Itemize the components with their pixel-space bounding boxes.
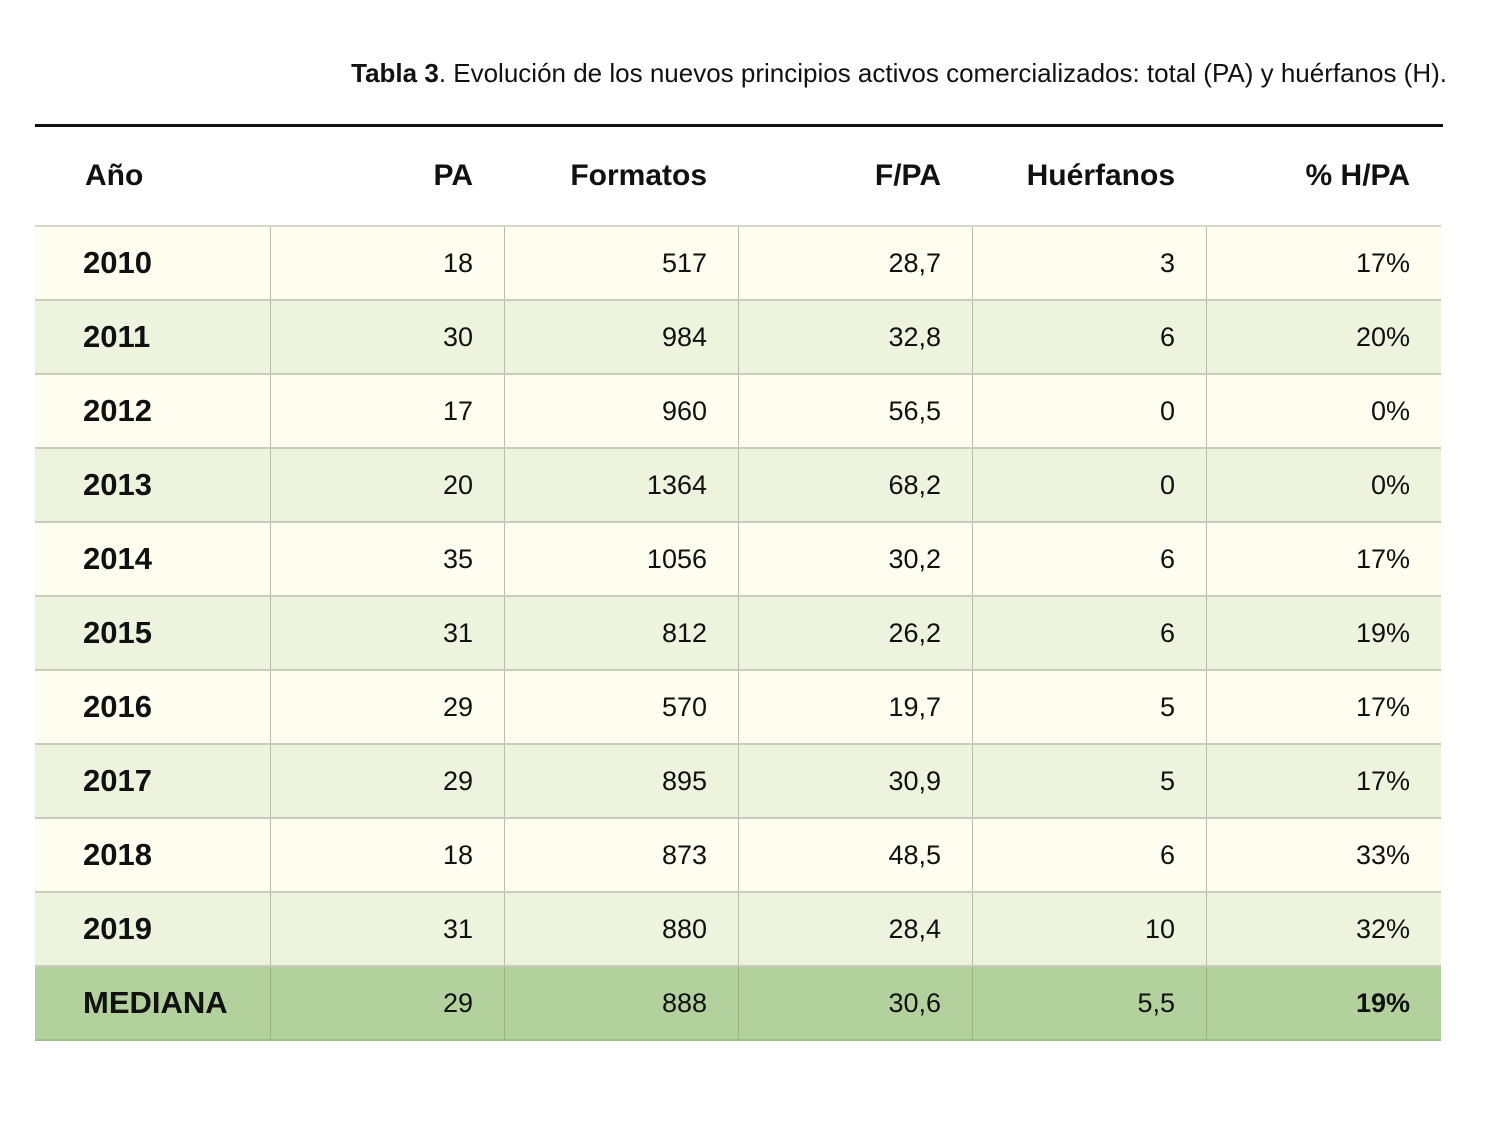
table-cell: 5 [972, 745, 1206, 817]
table-cell: 1056 [504, 523, 738, 595]
table-cell: 5 [972, 671, 1206, 743]
table-cell: 32% [1206, 893, 1441, 965]
table-cell: 56,5 [738, 375, 972, 447]
table-header: Año PA Formatos F/PA Huérfanos % H/PA [35, 127, 1441, 227]
table-row: 2018 18 873 48,5 6 33% [35, 819, 1441, 893]
caption-text: . Evolución de los nuevos principios act… [438, 58, 1447, 88]
table-cell: 0% [1206, 449, 1441, 521]
table-cell: 20 [270, 449, 504, 521]
year-cell: 2018 [83, 837, 152, 872]
table-caption: Tabla 3. Evolución de los nuevos princip… [351, 58, 1447, 89]
median-cell: 19% [1206, 967, 1441, 1039]
table-row: 2013 20 1364 68,2 0 0% [35, 449, 1441, 523]
table-cell: 18 [270, 227, 504, 299]
table-cell: 6 [972, 301, 1206, 373]
table-cell: 20% [1206, 301, 1441, 373]
table-row: 2012 17 960 56,5 0 0% [35, 375, 1441, 449]
table-cell: 1364 [504, 449, 738, 521]
table-cell: 28,7 [738, 227, 972, 299]
table-cell: 17% [1206, 227, 1441, 299]
year-cell: 2010 [83, 245, 152, 280]
table-cell: 812 [504, 597, 738, 669]
table-cell: 29 [270, 671, 504, 743]
table-cell: 31 [270, 597, 504, 669]
column-header: PA [433, 159, 473, 192]
table-cell: 33% [1206, 819, 1441, 891]
table-row: 2010 18 517 28,7 3 17% [35, 227, 1441, 301]
median-cell: 5,5 [972, 967, 1206, 1039]
table-cell: 895 [504, 745, 738, 817]
table-cell: 3 [972, 227, 1206, 299]
column-header: F/PA [874, 159, 941, 192]
table-cell: 0 [972, 449, 1206, 521]
table-cell: 18 [270, 819, 504, 891]
table-cell: 19% [1206, 597, 1441, 669]
table-cell: 960 [504, 375, 738, 447]
table-cell: 28,4 [738, 893, 972, 965]
table-cell: 17% [1206, 745, 1441, 817]
caption-label: Tabla 3 [351, 58, 439, 88]
table-cell: 29 [270, 745, 504, 817]
year-cell: 2014 [83, 541, 152, 576]
column-header: Año [85, 159, 144, 192]
table-cell: 35 [270, 523, 504, 595]
table-cell: 17% [1206, 523, 1441, 595]
table-cell: 6 [972, 523, 1206, 595]
year-cell: 2015 [83, 615, 152, 650]
table-cell: 984 [504, 301, 738, 373]
median-cell: 29 [270, 967, 504, 1039]
table-cell: 0% [1206, 375, 1441, 447]
column-header: Formatos [570, 159, 707, 192]
year-cell: 2017 [83, 763, 152, 798]
table-cell: 17% [1206, 671, 1441, 743]
table-cell: 32,8 [738, 301, 972, 373]
table-cell: 570 [504, 671, 738, 743]
column-header: Huérfanos [1026, 159, 1175, 192]
table-cell: 873 [504, 819, 738, 891]
table-cell: 19,7 [738, 671, 972, 743]
table-cell: 6 [972, 819, 1206, 891]
table-cell: 880 [504, 893, 738, 965]
table-cell: 30,9 [738, 745, 972, 817]
median-cell: 30,6 [738, 967, 972, 1039]
table-cell: 517 [504, 227, 738, 299]
table-cell: 68,2 [738, 449, 972, 521]
table-cell: 31 [270, 893, 504, 965]
table-cell: 0 [972, 375, 1206, 447]
median-label: MEDIANA [83, 985, 228, 1020]
top-rule [35, 124, 1443, 127]
table-cell: 26,2 [738, 597, 972, 669]
table-cell: 17 [270, 375, 504, 447]
table-cell: 48,5 [738, 819, 972, 891]
median-cell: 888 [504, 967, 738, 1039]
table-cell: 30,2 [738, 523, 972, 595]
table-row: 2011 30 984 32,8 6 20% [35, 301, 1441, 375]
data-table: Año PA Formatos F/PA Huérfanos% H/PA 2010 18 5… [35, 127, 1441, 1041]
table-row: 2015 31 812 26,2 6 19% [35, 597, 1441, 671]
table-row: 2014 35 1056 30,2 6 17% [35, 523, 1441, 597]
year-cell: 2012 [83, 393, 152, 428]
table-cell: 10 [972, 893, 1206, 965]
column-header: % H/PA [1305, 159, 1410, 192]
median-row: MEDIANA 29 888 30,6 5,5 19% [35, 967, 1441, 1041]
table-row: 2019 31 880 28,4 10 32% [35, 893, 1441, 967]
table-row: 2016 29 570 19,7 5 17% [35, 671, 1441, 745]
year-cell: 2019 [83, 911, 152, 946]
year-cell: 2013 [83, 467, 152, 502]
year-cell: 2016 [83, 689, 152, 724]
table-row: 2017 29 895 30,9 5 17% [35, 745, 1441, 819]
table-cell: 6 [972, 597, 1206, 669]
table-cell: 30 [270, 301, 504, 373]
year-cell: 2011 [83, 319, 151, 354]
